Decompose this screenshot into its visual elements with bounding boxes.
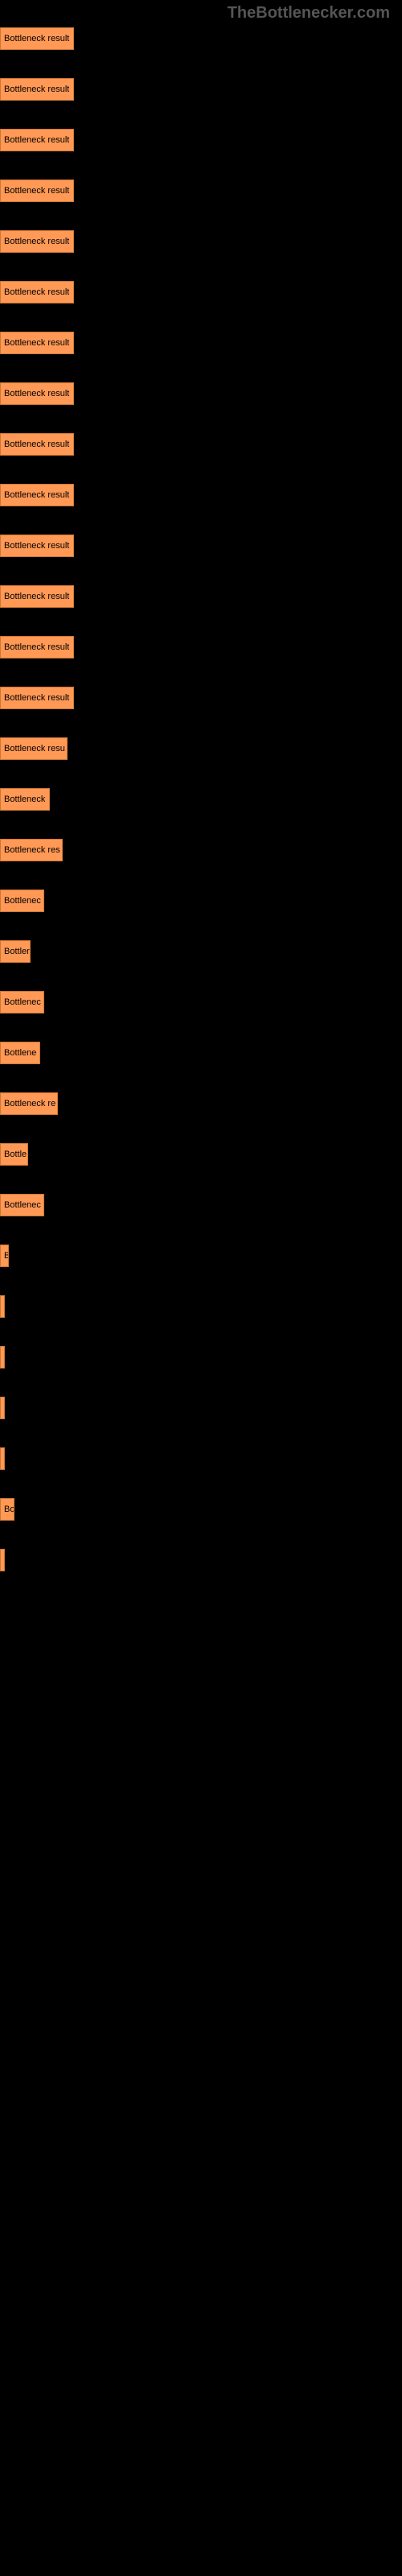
bar-row: Bottlenec (0, 886, 402, 914)
chart-bar (0, 1346, 5, 1368)
chart-bar: Bottleneck result (0, 78, 74, 101)
chart-bar: Bottleneck result (0, 535, 74, 557)
chart-bar: Bottleneck re (0, 1092, 58, 1115)
chart-bar: Bottleneck res (0, 839, 63, 861)
chart-bar: Bottleneck result (0, 129, 74, 151)
bar-row: Bottleneck result (0, 531, 402, 559)
bar-label: Bottleneck result (4, 34, 69, 43)
chart-bar: Bottlenec (0, 991, 44, 1013)
chart-bar (0, 1549, 5, 1571)
bar-row: Bottlenec (0, 1191, 402, 1219)
chart-bar: Bottleneck result (0, 382, 74, 405)
bar-row: Bottlene (0, 1038, 402, 1067)
bar-row: Bottleneck result (0, 24, 402, 52)
bar-row (0, 1343, 402, 1371)
chart-bar: Bottleneck result (0, 27, 74, 50)
bar-label: Bottleneck result (4, 186, 69, 196)
chart-bar: Bottleneck result (0, 636, 74, 658)
bar-row: Bottleneck result (0, 328, 402, 357)
chart-bar: Bottleneck result (0, 332, 74, 354)
watermark-text: TheBottlenecker.com (228, 4, 390, 23)
bar-label: Bottle (4, 1150, 27, 1159)
bar-label: Bottlenec (4, 997, 41, 1007)
chart-bar: Bottleneck (0, 788, 50, 811)
bar-label: Bottlene (4, 1048, 36, 1058)
chart-bar: Bottleneck resu (0, 737, 68, 760)
bar-label: Bottleneck result (4, 135, 69, 145)
bar-row: Bottlenec (0, 988, 402, 1016)
bar-label: Bottleneck result (4, 85, 69, 94)
bar-row: Bottleneck result (0, 176, 402, 204)
chart-bar: Bottleneck result (0, 585, 74, 608)
bar-label: Bottleneck result (4, 642, 69, 652)
bar-row: Bottleneck resu (0, 734, 402, 762)
chart-bar: Bottlene (0, 1042, 40, 1064)
bar-label: Bottleneck re (4, 1099, 55, 1108)
chart-bar: Bottler (0, 940, 31, 963)
bar-row: Bottleneck result (0, 582, 402, 610)
bar-row: Bottleneck result (0, 430, 402, 458)
chart-bar: Bottleneck result (0, 687, 74, 709)
bar-label: Bottleneck (4, 795, 45, 804)
chart-bar: Bottlenec (0, 1194, 44, 1216)
bar-row: Bottleneck result (0, 481, 402, 509)
bar-label: Bottlenec (4, 896, 41, 906)
bar-row: B (0, 1241, 402, 1269)
bar-row: Bottler (0, 937, 402, 965)
chart-bar: Bottleneck result (0, 180, 74, 202)
bar-label: Bottleneck resu (4, 744, 65, 753)
bar-row: Bottleneck result (0, 379, 402, 407)
chart-bar: Bottle (0, 1143, 28, 1166)
chart-bar: Bottleneck result (0, 230, 74, 253)
bar-label: Bottleneck result (4, 490, 69, 500)
bar-label: Bottlenec (4, 1200, 41, 1210)
bar-row (0, 1393, 402, 1422)
chart-bar: Bottlenec (0, 890, 44, 912)
bar-row: Bottleneck (0, 785, 402, 813)
bar-label: B (4, 1251, 8, 1261)
bar-row: Bottleneck result (0, 683, 402, 712)
chart-bar (0, 1447, 5, 1470)
bar-label: Bottleneck result (4, 389, 69, 398)
bar-label: Bottleneck result (4, 592, 69, 601)
bar-row: Bottleneck result (0, 278, 402, 306)
bar-row: Bottleneck re (0, 1089, 402, 1117)
bar-label: Bottleneck result (4, 338, 69, 348)
bar-row: Bottleneck result (0, 75, 402, 103)
bar-row (0, 1444, 402, 1472)
bar-row: Bottle (0, 1140, 402, 1168)
bar-chart: Bottleneck result Bottleneck result Bottle… (0, 0, 402, 1574)
bar-row: Bottleneck result (0, 126, 402, 154)
chart-bar (0, 1397, 5, 1419)
bar-row: Bottleneck result (0, 227, 402, 255)
bar-label: Bottleneck result (4, 237, 69, 246)
chart-bar: Bo (0, 1498, 14, 1521)
bar-label: Bottleneck result (4, 693, 69, 703)
bar-label: Bottleneck result (4, 440, 69, 449)
chart-bar: Bottleneck result (0, 484, 74, 506)
bar-label: Bottleneck result (4, 541, 69, 551)
bar-label: Bottleneck res (4, 845, 60, 855)
bar-row: Bottleneck res (0, 836, 402, 864)
bar-label: Bottleneck result (4, 287, 69, 297)
bar-label: Bottler (4, 947, 30, 956)
chart-bar: B (0, 1245, 9, 1267)
bar-row: Bo (0, 1495, 402, 1523)
chart-bar: Bottleneck result (0, 281, 74, 303)
chart-bar (0, 1295, 5, 1318)
bar-row: Bottleneck result (0, 633, 402, 661)
bar-label: Bo (4, 1505, 14, 1514)
bar-row (0, 1546, 402, 1574)
chart-bar: Bottleneck result (0, 433, 74, 456)
bar-row (0, 1292, 402, 1320)
